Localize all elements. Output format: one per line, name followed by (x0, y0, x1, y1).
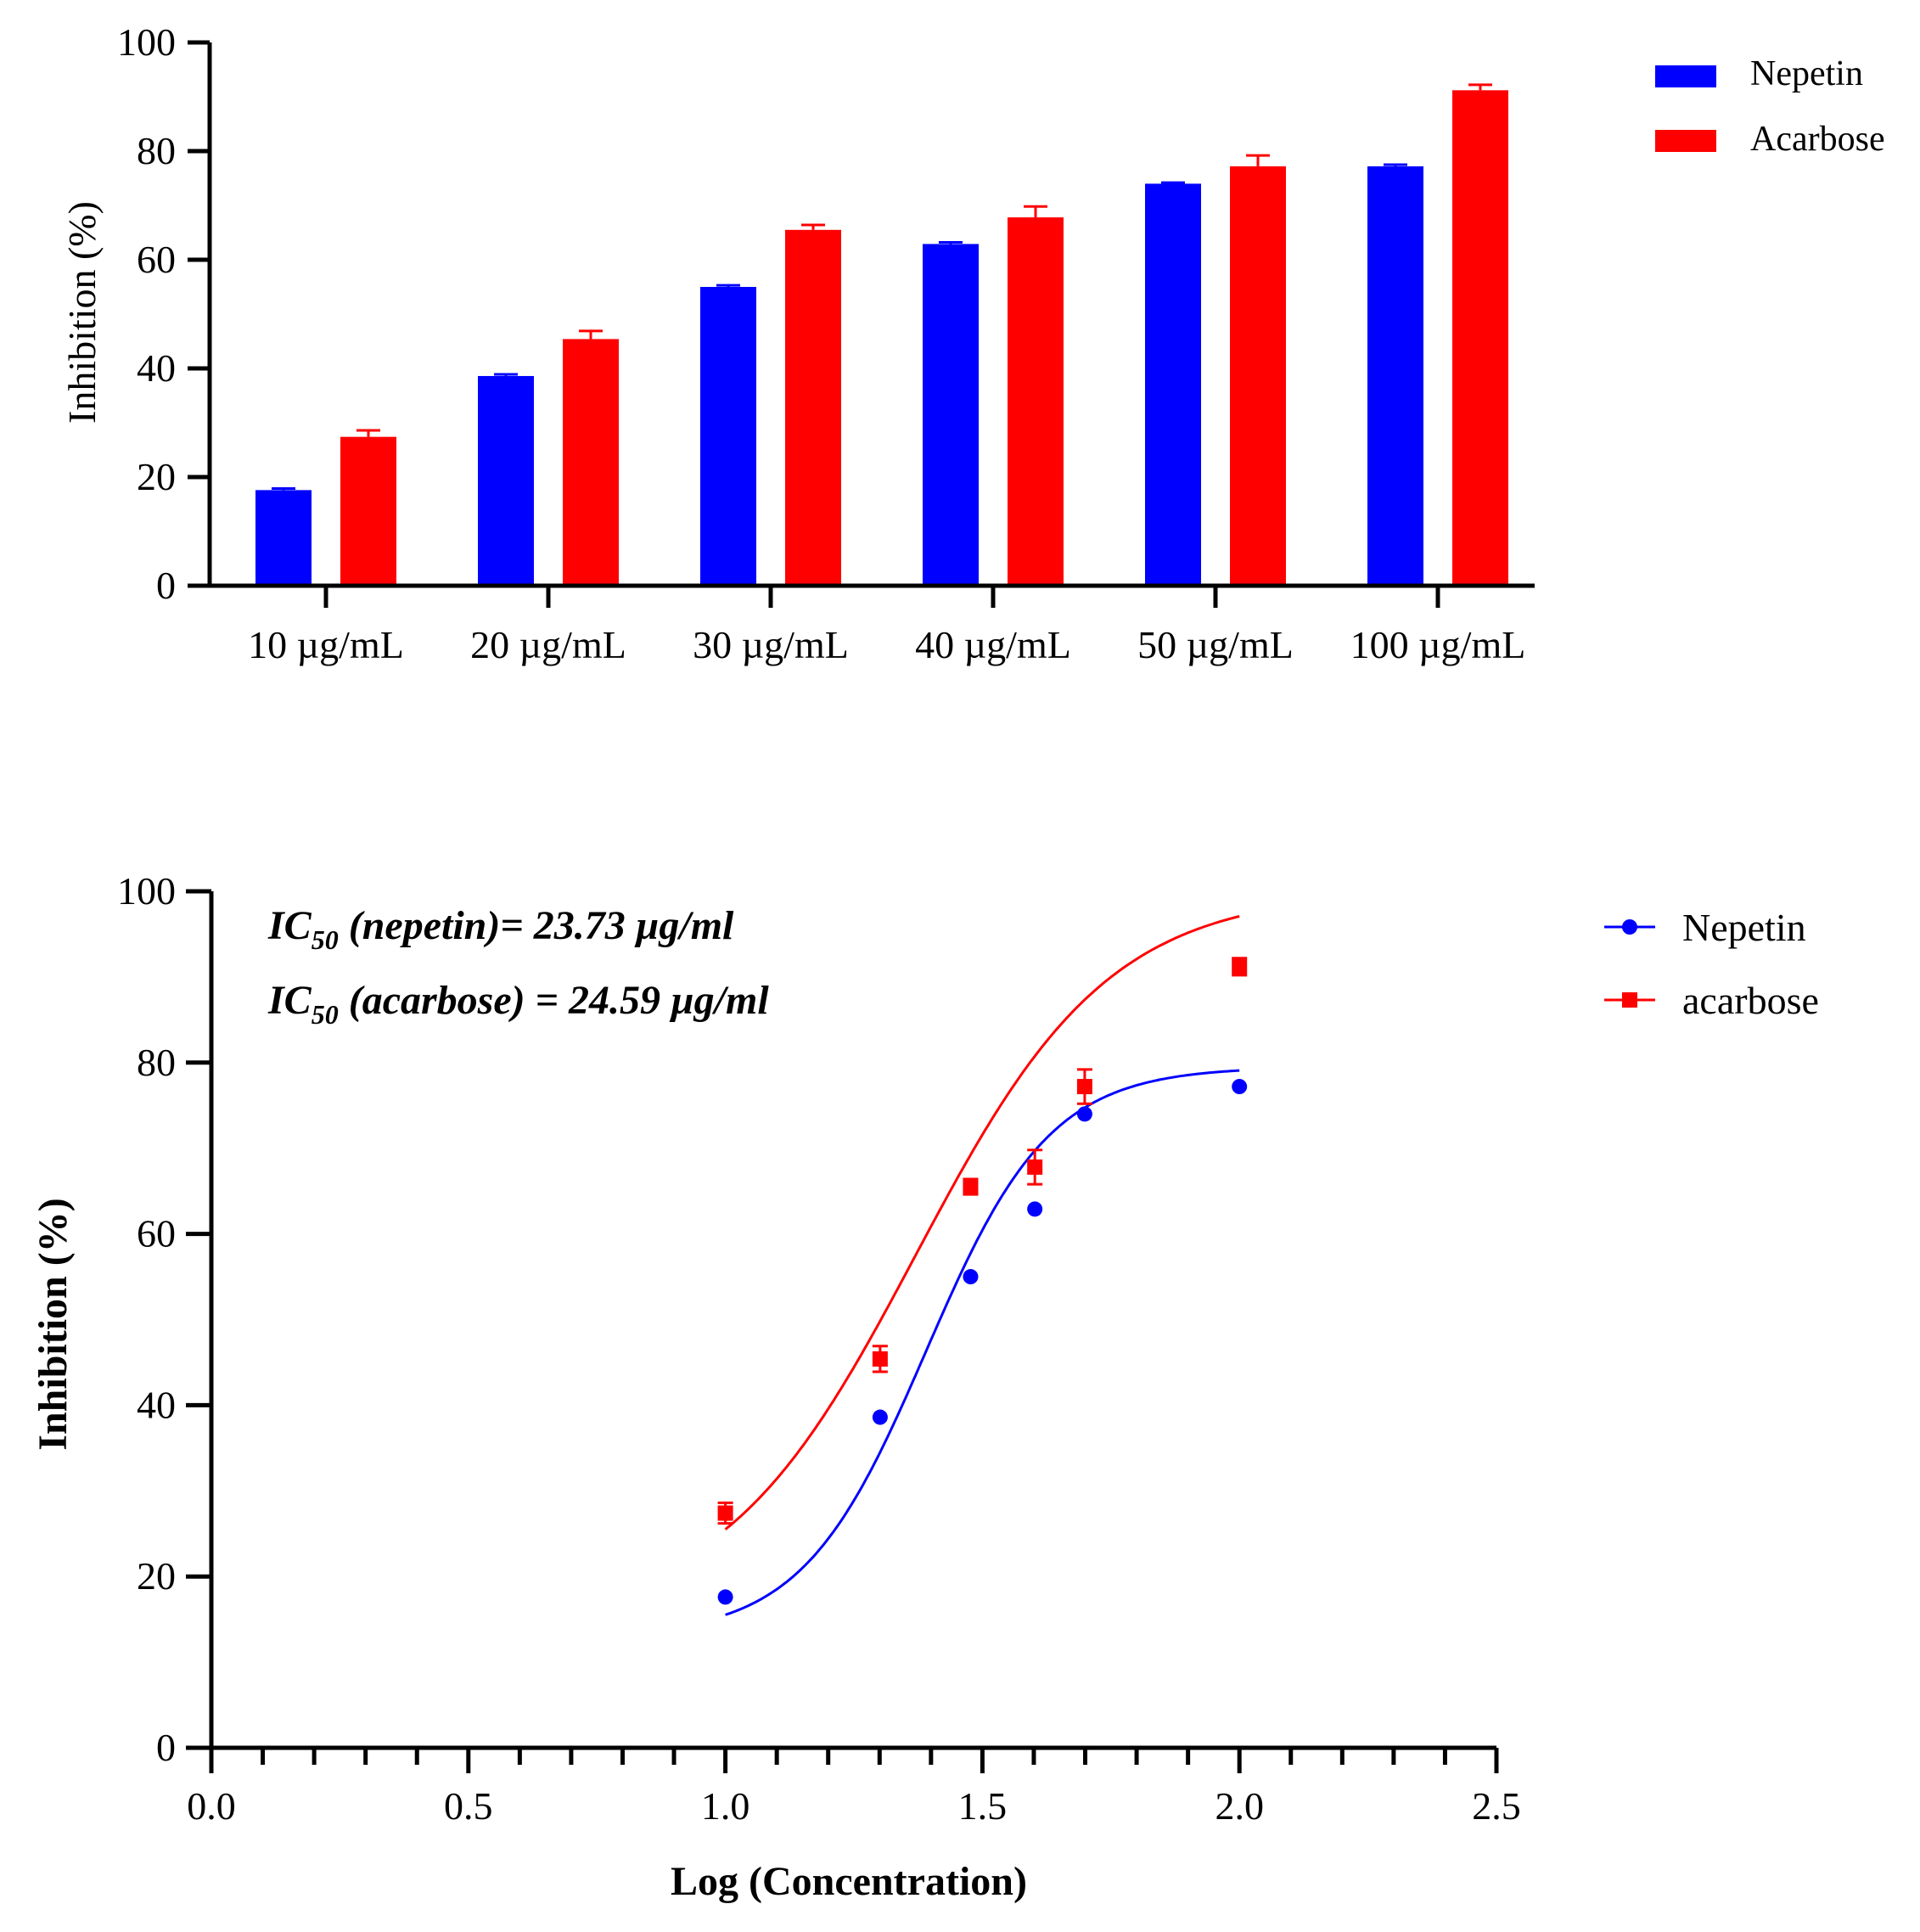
dose-response-chart: 0 20 40 60 80 100 0.0 0.5 1.0 1.5 2.0 2.5 Inhibiti… (31, 869, 1819, 1904)
bar-x-tick-label-0: 10 µg/mL (248, 623, 404, 666)
bar-legend-swatch-acarbose (1655, 130, 1716, 152)
bar-legend-swatch-nepetin (1655, 65, 1716, 87)
point-nepetin-5 (1232, 1079, 1248, 1095)
curve-legend-marker-nepetin (1622, 919, 1637, 935)
curve-y-tick-label-1: 20 (137, 1554, 176, 1598)
point-acarbose-3 (1027, 1159, 1043, 1175)
point-nepetin-0 (717, 1589, 733, 1605)
curve-legend-label-nepetin: Nepetin (1682, 906, 1806, 949)
bar-acarbose-0 (340, 436, 396, 586)
point-acarbose-0 (717, 1505, 733, 1521)
point-nepetin-4 (1076, 1106, 1092, 1122)
bar-chart: 0 20 40 60 80 100 10 µg/mL 20 µg/mL 30 µg/mL 40 … (60, 20, 1885, 666)
point-acarbose-5 (1232, 958, 1248, 974)
point-acarbose-2 (963, 1179, 979, 1195)
fit-curve-acarbose (724, 915, 1240, 1530)
curve-y-tick-label-3: 60 (137, 1212, 176, 1255)
bar-legend: Nepetin Acarbose (1655, 54, 1885, 159)
bar-y-tick-label-0: 0 (156, 564, 176, 607)
curve-x-tick-label-0: 0.0 (187, 1784, 236, 1828)
bar-y-tick-label-5: 100 (117, 20, 176, 64)
curve-y-tick-label-0: 0 (156, 1726, 176, 1769)
curve-x-tick-label-5: 2.5 (1472, 1784, 1521, 1828)
curve-y-axis: 0 20 40 60 80 100 (117, 869, 214, 1769)
fit-curve-nepetin (725, 1069, 1240, 1616)
bar-nepetin-3 (923, 244, 979, 586)
curve-legend-marker-acarbose (1622, 992, 1637, 1008)
point-nepetin-1 (872, 1409, 888, 1425)
bar-nepetin-0 (255, 490, 312, 586)
bar-y-axis: 0 20 40 60 80 100 (117, 20, 212, 607)
point-nepetin-2 (963, 1269, 979, 1285)
curve-y-axis-label: Inhibition (%) (31, 1198, 76, 1450)
bar-acarbose-3 (1008, 217, 1064, 586)
bar-x-tick-label-2: 30 µg/mL (693, 623, 849, 666)
bar-x-tick-label-4: 50 µg/mL (1137, 623, 1294, 666)
ic50-acarbose-annotation: IC50 (acarbose) = 24.59 µg/ml (267, 978, 769, 1030)
curve-x-axis: 0.0 0.5 1.0 1.5 2.0 2.5 (187, 1745, 1521, 1828)
ic50-nepetin-annotation: IC50 (nepetin)= 23.73 µg/ml (267, 903, 734, 955)
curve-y-tick-label-5: 100 (117, 869, 176, 913)
curve-y-tick-label-2: 40 (137, 1383, 176, 1426)
scatter-marks (717, 957, 1248, 1605)
bar-marks (255, 83, 1508, 587)
bar-acarbose-5 (1452, 90, 1508, 586)
curve-x-tick-label-3: 1.5 (958, 1784, 1008, 1828)
fit-curves (724, 915, 1240, 1616)
point-nepetin-3 (1027, 1201, 1043, 1217)
curve-y-tick-label-4: 80 (137, 1041, 176, 1084)
curve-legend-label-acarbose: acarbose (1682, 979, 1819, 1022)
bar-nepetin-4 (1145, 183, 1201, 586)
bar-nepetin-1 (478, 375, 534, 586)
bar-acarbose-1 (563, 339, 619, 586)
curve-x-tick-label-4: 2.0 (1215, 1784, 1264, 1828)
curve-x-tick-label-1: 0.5 (444, 1784, 493, 1828)
bar-y-tick-label-2: 40 (137, 346, 176, 390)
bar-acarbose-2 (785, 229, 841, 586)
point-acarbose-1 (872, 1351, 888, 1367)
bar-x-tick-label-3: 40 µg/mL (915, 623, 1071, 666)
bar-x-tick-label-1: 20 µg/mL (470, 623, 626, 666)
bar-y-tick-label-4: 80 (137, 129, 176, 172)
bar-x-tick-label-5: 100 µg/mL (1350, 623, 1526, 666)
bar-y-tick-label-1: 20 (137, 455, 176, 498)
curve-legend: Nepetin acarbose (1604, 906, 1819, 1022)
bar-acarbose-4 (1230, 166, 1286, 587)
bar-legend-label-acarbose: Acarbose (1750, 120, 1885, 159)
curve-x-tick-label-2: 1.0 (701, 1784, 750, 1828)
bar-nepetin-2 (700, 287, 756, 586)
bar-nepetin-5 (1367, 166, 1423, 587)
curve-x-axis-label: Log (Concentration) (671, 1859, 1027, 1904)
bar-legend-label-nepetin: Nepetin (1750, 54, 1863, 93)
bar-y-tick-label-3: 60 (137, 238, 176, 281)
bar-x-axis: 10 µg/mL 20 µg/mL 30 µg/mL 40 µg/mL 50 µg/mL… (208, 583, 1535, 666)
bar-y-axis-label: Inhibition (%) (60, 201, 104, 424)
point-acarbose-4 (1076, 1079, 1092, 1095)
